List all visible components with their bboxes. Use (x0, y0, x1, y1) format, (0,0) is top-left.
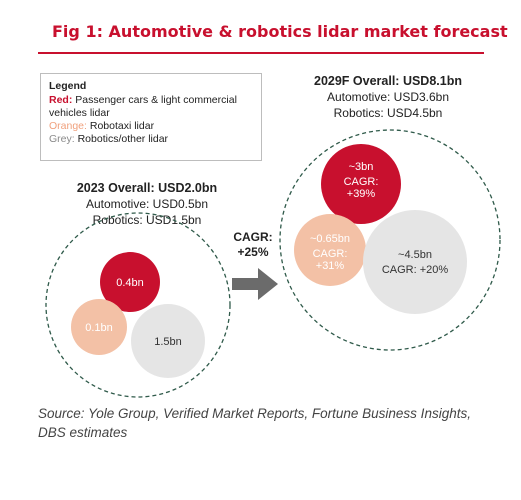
summary-2023-automotive: Automotive: USD0.5bn (85, 197, 209, 211)
bubble-2023-grey-label: 1.5bn (154, 336, 182, 348)
bubble-2023-red (100, 252, 160, 312)
cagr-line: +31% (316, 260, 345, 272)
summary-2029-robotics: Robotics: USD4.5bn (333, 106, 443, 120)
group-outline-2023 (45, 212, 231, 398)
bubble-chart: 0.4bn 0.1bn 1.5bn ~3bn CAGR: +39% ~0.65bn… (45, 129, 501, 398)
group-outline-2029 (279, 129, 501, 351)
arrow-cagr-label: CAGR: +25% (228, 230, 278, 260)
cagr-line: CAGR: (313, 248, 348, 260)
arrow-cagr-line1: CAGR: (233, 230, 273, 244)
legend-key-red: Red: (49, 94, 73, 106)
legend-box: Legend Red: Passenger cars & light comme… (40, 73, 262, 161)
summary-2023-robotics: Robotics: USD1.5bn (92, 213, 202, 227)
source-note: Source: Yole Group, Verified Market Repo… (38, 406, 471, 440)
summary-2029-heading: 2029F Overall: USD8.1bn (314, 74, 462, 88)
bubble-2029-red-cagr: CAGR: +39% (344, 176, 379, 200)
summary-2029-automotive: Automotive: USD3.6bn (326, 90, 450, 104)
legend-entry-orange: Orange: Robotaxi lidar (49, 120, 253, 133)
bubble-2029-orange-cagr: CAGR: +31% (313, 248, 348, 272)
summary-2023-heading: 2023 Overall: USD2.0bn (76, 181, 218, 195)
bubble-2023-red-label: 0.4bn (116, 277, 144, 289)
legend-key-grey: Grey: (49, 133, 75, 145)
bubble-2029-red (321, 144, 401, 224)
arrow-icon (232, 268, 278, 300)
legend-key-orange: Orange: (49, 120, 87, 132)
bubble-2029-orange (294, 214, 366, 286)
legend-text-orange: Robotaxi lidar (86, 120, 155, 132)
bubble-2023-orange (71, 299, 127, 355)
bubble-2029-grey-label: ~4.5bn (398, 249, 432, 261)
arrow-cagr-line2: +25% (237, 245, 269, 259)
bubble-2029-grey (363, 210, 467, 314)
cagr-line: +39% (347, 188, 376, 200)
chart-title: Fig 1: Automotive & robotics lidar marke… (52, 22, 508, 41)
bubble-2029-grey-cagr: CAGR: +20% (382, 264, 449, 276)
summary-2023: 2023 Overall: USD2.0bn Automotive: USD0.… (62, 180, 232, 228)
legend-title: Legend (49, 80, 87, 92)
legend-text-red: Passenger cars & light commercial vehicl… (49, 94, 237, 119)
legend-entry-red: Red: Passenger cars & light commercial v… (49, 94, 253, 120)
summary-2029: 2029F Overall: USD8.1bn Automotive: USD3… (288, 73, 488, 121)
bubble-2023-orange-label: 0.1bn (85, 322, 113, 334)
title-underline (38, 52, 484, 54)
bubbles-2023: 0.4bn 0.1bn 1.5bn (71, 252, 205, 378)
cagr-line: CAGR: (344, 176, 379, 188)
legend-text-grey: Robotics/other lidar (74, 133, 169, 145)
bubbles-2029: ~3bn CAGR: +39% ~0.65bn CAGR: +31% ~4.5bn … (294, 144, 467, 314)
bubble-2029-orange-label: ~0.65bn (310, 233, 350, 245)
bubble-2029-red-label: ~3bn (349, 161, 374, 173)
bubble-2023-grey (131, 304, 205, 378)
legend-entry-grey: Grey: Robotics/other lidar (49, 133, 253, 146)
